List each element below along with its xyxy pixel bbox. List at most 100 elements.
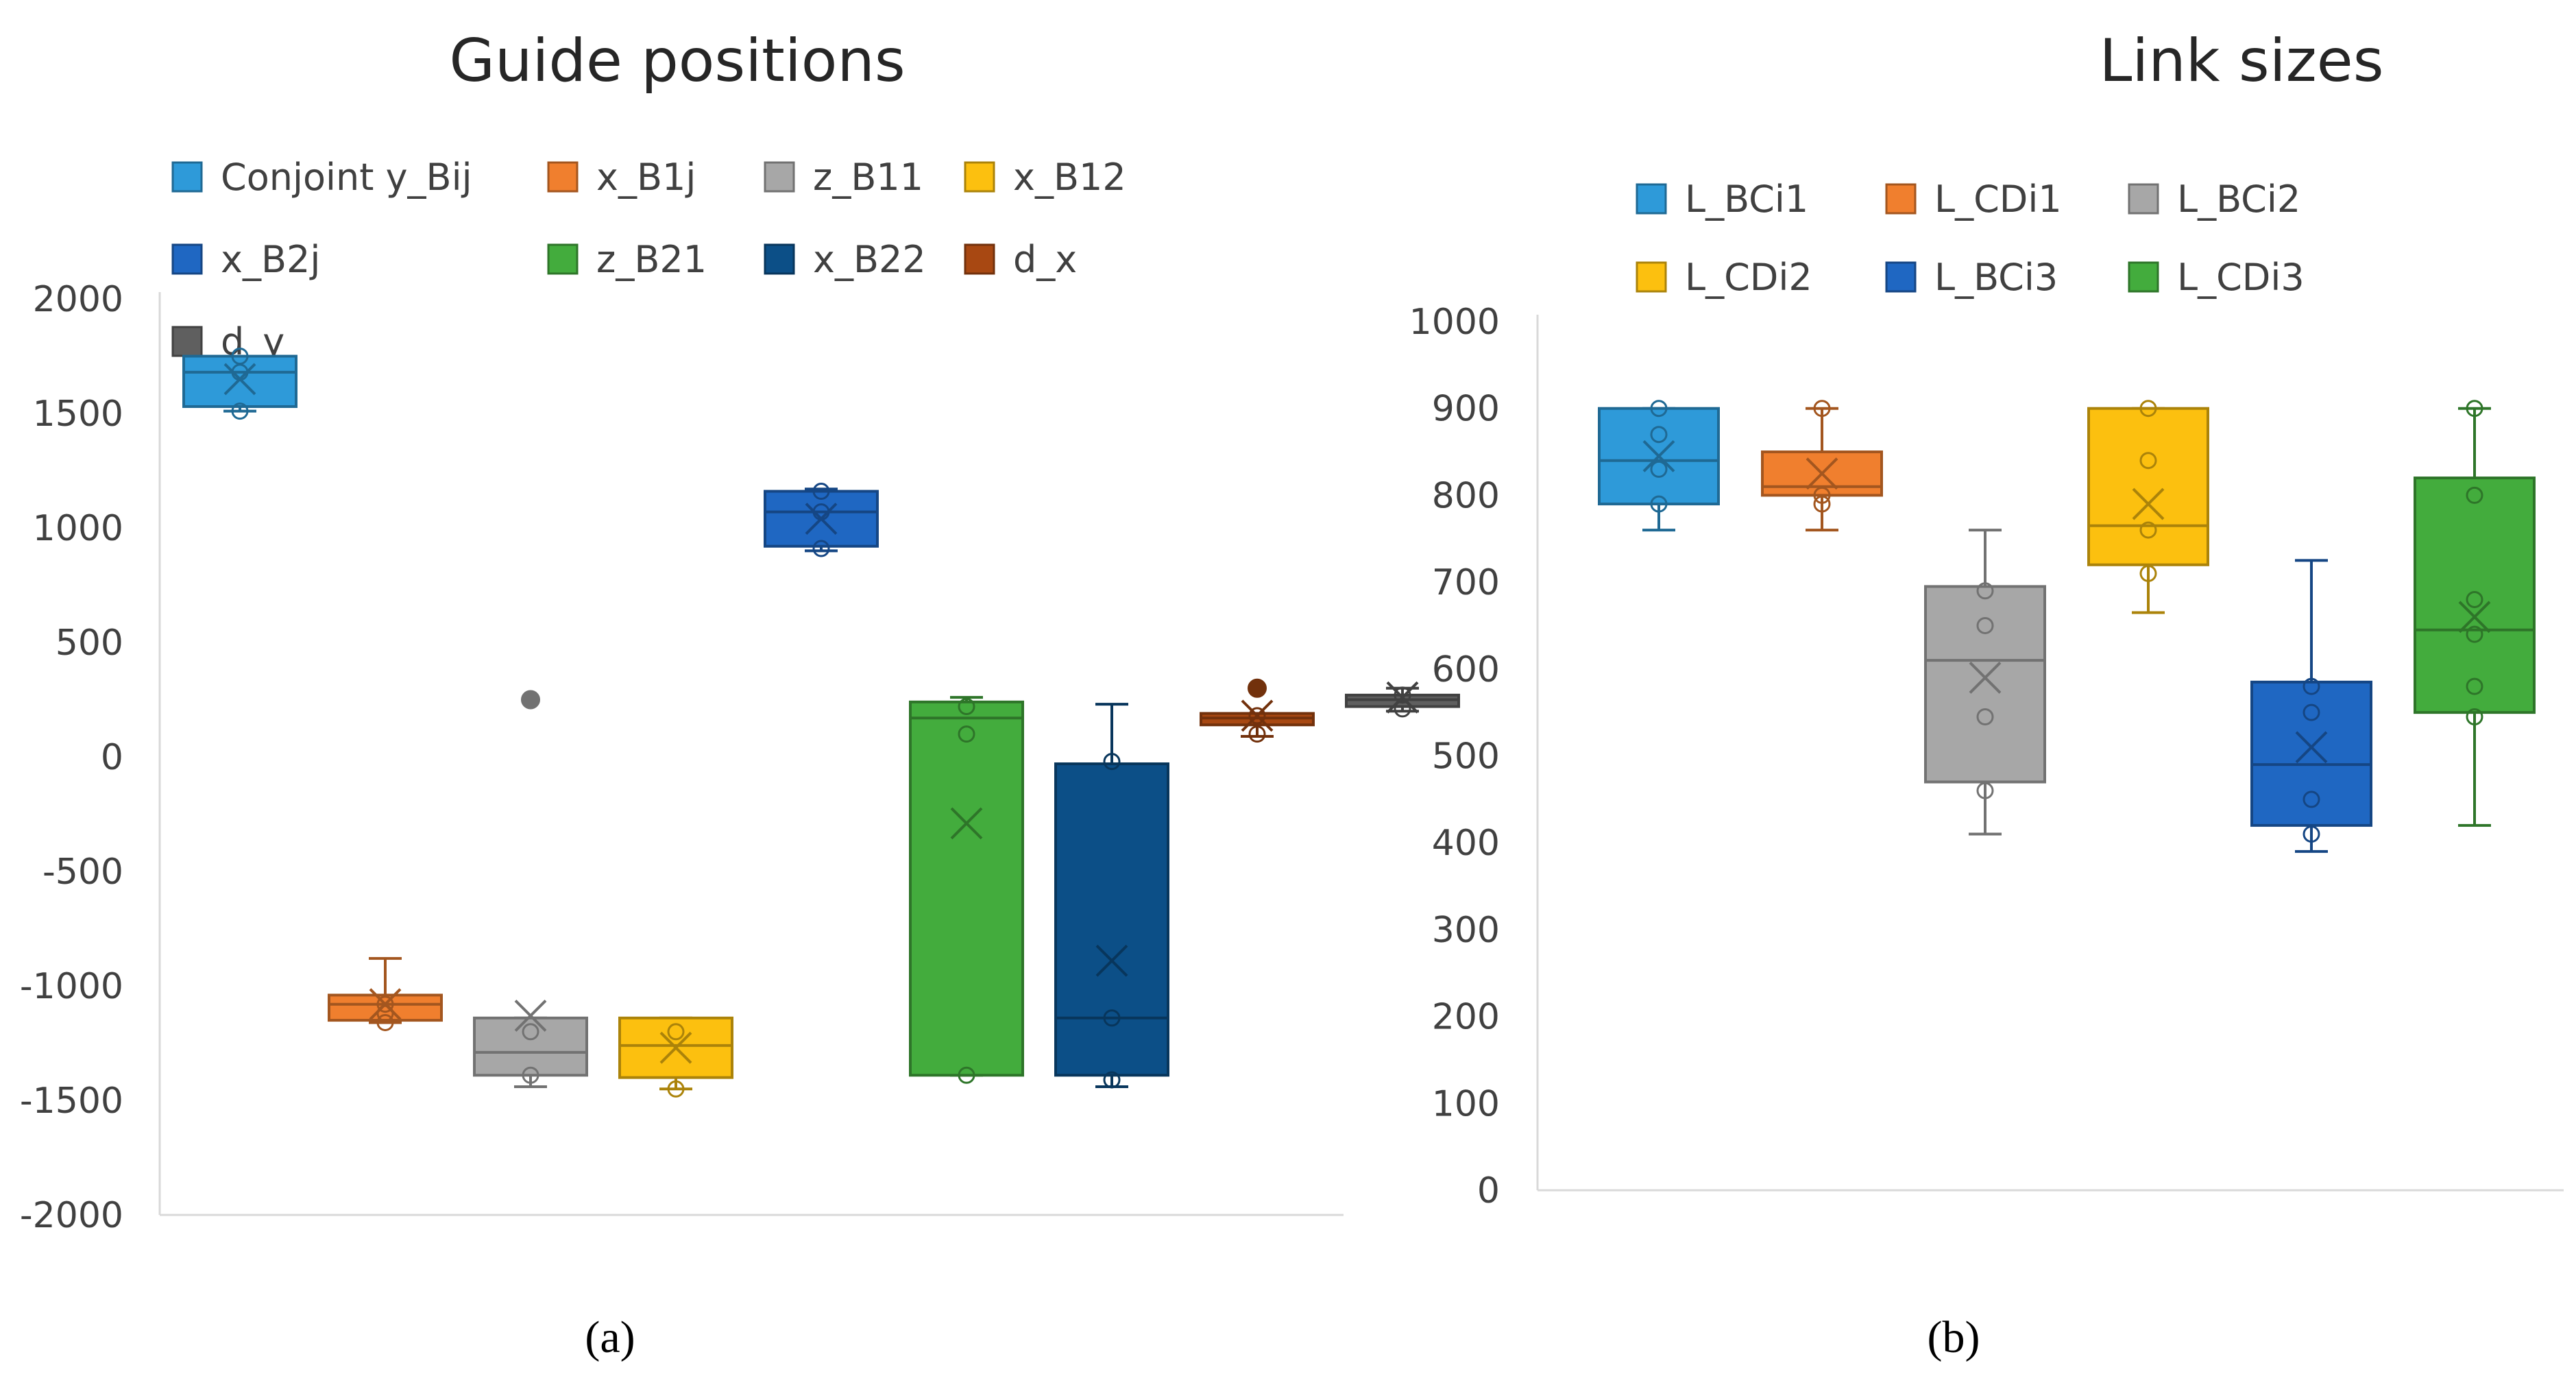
mean-marker [950, 807, 983, 840]
mean-marker-stroke [1806, 457, 1838, 490]
y-tick-label: 0 [1477, 1170, 1500, 1212]
legend-swatch [171, 161, 203, 193]
legend-swatch [964, 243, 995, 275]
mean-marker-stroke [223, 363, 256, 396]
box-iqr [2414, 477, 2536, 714]
mean-marker [1642, 439, 1675, 472]
data-point [231, 348, 249, 365]
legend-label: L_BCi2 [2177, 178, 2300, 221]
box-iqr [1924, 585, 2046, 784]
data-point [376, 1013, 394, 1031]
mean-marker [1241, 699, 1274, 732]
legend-swatch [1885, 261, 1917, 293]
data-point [1248, 707, 1266, 725]
legend-item: x_B1j [547, 156, 696, 199]
box-L_BCi1 [1598, 400, 1720, 532]
figure-caption: (b) [1928, 1312, 1980, 1362]
mean-marker-stroke [1642, 439, 1675, 472]
box-z_B11 [473, 690, 588, 1088]
legend-swatch [171, 326, 203, 357]
legend-swatch [171, 243, 203, 275]
data-point [958, 1066, 975, 1084]
legend-swatch [1636, 183, 1667, 215]
legend-label: L_BCi1 [1685, 178, 1808, 221]
y-tick-label: 1000 [33, 508, 123, 549]
data-point [1976, 708, 1994, 725]
mean-marker [805, 503, 838, 535]
legend-item: d_x [964, 238, 1077, 281]
mean-marker-stroke [1241, 699, 1274, 732]
legend-swatch [764, 161, 795, 193]
data-point [2139, 452, 2157, 470]
legend-item: L_BCi3 [1885, 256, 2058, 299]
box-iqr [2250, 680, 2372, 827]
y-tick-label: 500 [1432, 736, 1500, 778]
box-Conjoint y_Bij [182, 348, 297, 420]
data-point [2302, 703, 2320, 721]
box-iqr [909, 700, 1024, 1077]
y-tick-label: 900 [1432, 389, 1500, 430]
outlier-point [521, 690, 540, 710]
mean-marker [1095, 944, 1128, 977]
y-tick-label: 2000 [33, 279, 123, 320]
mean-marker-stroke [950, 807, 983, 840]
mean-marker-stroke [2295, 731, 2328, 764]
legend-label: x_B1j [596, 156, 696, 199]
mean-marker-stroke [1969, 662, 2002, 694]
data-point [1650, 400, 1668, 418]
mean-marker [223, 363, 256, 396]
legend-item: x_B2j [171, 238, 320, 281]
box-z_B21 [909, 696, 1024, 1084]
chart-guide-positions: Guide positions Conjoint y_Bij x_B1j z_B11… [20, 27, 1460, 1362]
outlier-point [1248, 678, 1267, 698]
mean-marker [1386, 681, 1419, 714]
box-d_y [1345, 681, 1460, 718]
box-L_CDi3 [2414, 400, 2536, 827]
box-x_B1j [328, 956, 443, 1031]
legend-swatch [2128, 183, 2159, 215]
mean-marker-stroke [805, 503, 838, 535]
data-point [2302, 677, 2320, 695]
data-point [1813, 486, 1831, 504]
y-tick-label: 300 [1432, 910, 1500, 951]
legend-label: x_B2j [221, 238, 320, 281]
legend-label: L_BCi3 [1934, 256, 2058, 299]
mean-marker [2458, 601, 2491, 634]
data-point [2466, 625, 2483, 643]
legend-label: x_B12 [1013, 156, 1126, 199]
legend-item: z_B11 [764, 156, 923, 199]
data-point [2302, 825, 2320, 843]
legend-item: L_BCi2 [2128, 178, 2300, 221]
mean-marker-stroke [369, 988, 402, 1021]
box-L_BCi3 [2250, 559, 2372, 853]
y-tick-label: 0 [101, 737, 123, 778]
y-tick-label: 1500 [33, 394, 123, 435]
chart-title: Guide positions [449, 27, 905, 95]
data-point [2466, 677, 2483, 695]
mean-marker [1806, 457, 1838, 490]
mean-marker-stroke [2132, 487, 2165, 520]
mean-marker-stroke [514, 1000, 547, 1032]
data-point [1394, 700, 1411, 718]
box-iqr [2087, 407, 2209, 566]
mean-marker-stroke [2458, 601, 2491, 634]
data-point [1813, 495, 1831, 513]
legend-swatch [964, 161, 995, 193]
legend-swatch [547, 243, 579, 275]
data-point [1650, 426, 1668, 444]
data-point [958, 698, 975, 716]
legend: L_BCi1 L_CDi1 L_BCi2 L_CDi2 L_BCi3 L_CDi3 [1636, 178, 2305, 299]
mean-marker-stroke [659, 1031, 692, 1064]
y-tick-label: 200 [1432, 997, 1500, 1038]
chart-title: Link sizes [2099, 27, 2383, 95]
y-tick-label: -500 [42, 852, 123, 893]
mean-marker [2295, 731, 2328, 764]
legend-label: z_B21 [596, 238, 707, 281]
data-point [1976, 582, 1994, 600]
data-point [2466, 486, 2483, 504]
y-tick-label: 500 [56, 623, 123, 664]
legend-swatch [547, 161, 579, 193]
data-point [812, 540, 830, 557]
